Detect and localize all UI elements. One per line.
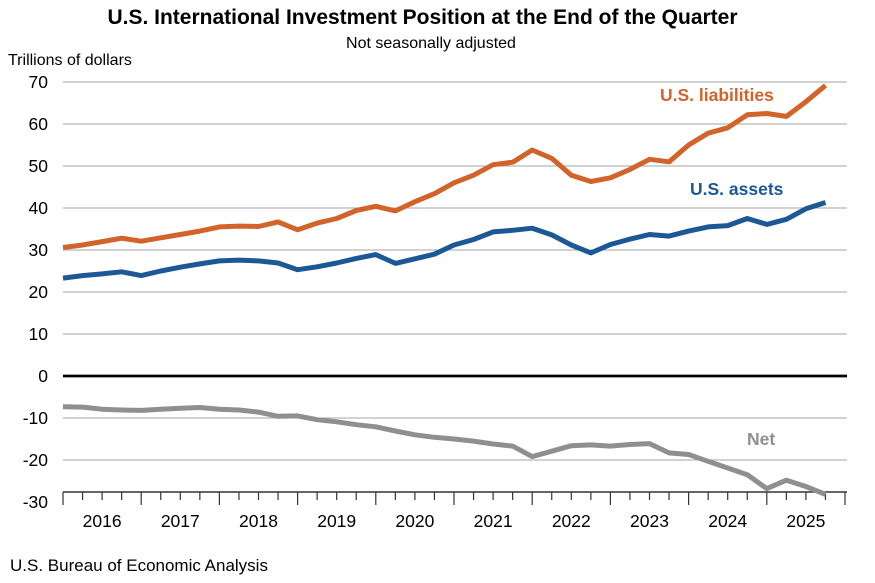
x-year-label: 2018 bbox=[239, 511, 278, 531]
chart-subtitle: Not seasonally adjusted bbox=[346, 35, 516, 52]
y-tick-label: 10 bbox=[29, 324, 49, 344]
y-tick-label: -20 bbox=[23, 450, 49, 470]
chart-title: U.S. International Investment Position a… bbox=[107, 6, 738, 29]
series-label-net: Net bbox=[747, 429, 776, 449]
source-attribution: U.S. Bureau of Economic Analysis bbox=[10, 556, 268, 575]
x-year-label: 2020 bbox=[395, 511, 434, 531]
x-year-label: 2023 bbox=[630, 511, 669, 531]
series-label-us-liabilities: U.S. liabilities bbox=[660, 85, 774, 105]
y-tick-label: 50 bbox=[29, 156, 49, 176]
y-tick-label: 60 bbox=[29, 114, 49, 134]
y-tick-label: 0 bbox=[38, 366, 48, 386]
x-year-label: 2017 bbox=[161, 511, 200, 531]
series-label-us-assets: U.S. assets bbox=[690, 179, 784, 199]
y-tick-label: 30 bbox=[29, 240, 49, 260]
x-year-label: 2024 bbox=[708, 511, 747, 531]
y-axis-unit-label: Trillions of dollars bbox=[8, 52, 132, 69]
x-year-label: 2022 bbox=[552, 511, 591, 531]
x-year-label: 2019 bbox=[317, 511, 356, 531]
x-year-label: 2021 bbox=[474, 511, 513, 531]
y-tick-label: 70 bbox=[29, 72, 49, 92]
series-line-net bbox=[62, 404, 827, 497]
series-line-u-s-assets bbox=[62, 200, 827, 281]
y-tick-label: 20 bbox=[29, 282, 49, 302]
y-tick-label: -10 bbox=[23, 408, 49, 428]
series-line-u-s-liabilities bbox=[62, 83, 828, 250]
x-year-label: 2016 bbox=[83, 511, 122, 531]
y-tick-label: -30 bbox=[23, 492, 49, 512]
x-year-label: 2025 bbox=[786, 511, 825, 531]
y-tick-label: 40 bbox=[29, 198, 49, 218]
